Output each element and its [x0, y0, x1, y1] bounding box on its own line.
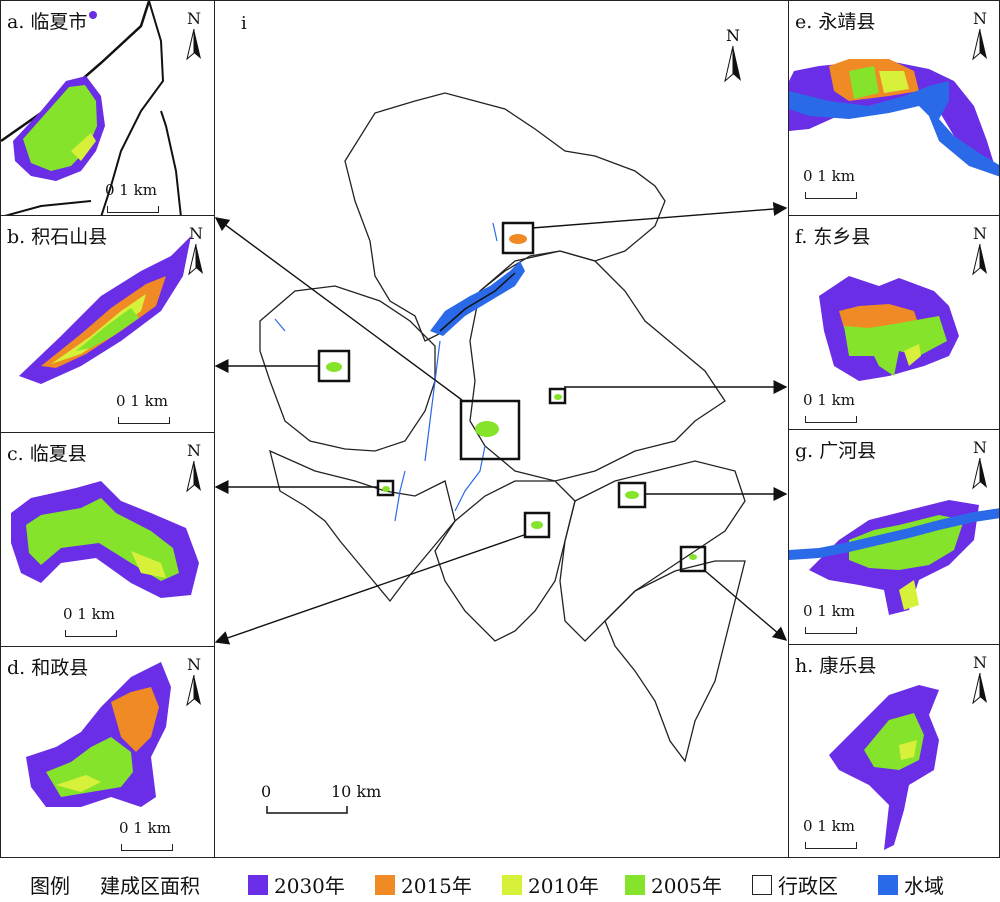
scale-bar: 0 1 km — [116, 392, 172, 426]
panel-e-map — [789, 59, 999, 177]
north-label: N — [973, 653, 987, 672]
scale-bar: 0 1 km — [105, 181, 161, 215]
scale-text: 0 1 km — [116, 392, 168, 410]
legend-swatch — [375, 874, 395, 895]
panel-h: h. 康乐县 N 0 1 km — [788, 644, 1000, 858]
legend-label: 行政区 — [778, 874, 838, 898]
water-body — [430, 261, 525, 336]
panel-a-map — [1, 1, 182, 215]
main-scale-zero: 0 — [261, 782, 272, 801]
legend-label: 2030年 — [274, 874, 345, 898]
rivers — [274, 222, 498, 522]
panel-i: N i 0 10 km — [214, 0, 789, 858]
panel-f-map — [819, 276, 959, 381]
legend-title: 图例 — [30, 874, 70, 898]
north-label: N — [973, 9, 987, 28]
north-label: N — [973, 224, 987, 243]
scale-text: 0 1 km — [803, 167, 855, 185]
panel-f-label: f. 东乡县 — [795, 226, 871, 248]
panel-g-map — [789, 500, 999, 615]
scale-bar: 0 1 km — [63, 605, 119, 639]
north-label: N — [187, 441, 201, 460]
panel-d-label: d. 和政县 — [7, 657, 89, 679]
scale-bar: 0 1 km — [803, 167, 859, 201]
north-arrow-icon — [733, 46, 741, 81]
legend-swatch — [878, 874, 898, 895]
scale-text: 0 1 km — [803, 391, 855, 409]
legend-label: 水域 — [904, 874, 944, 898]
legend-subtitle: 建成区面积 — [100, 874, 200, 898]
scale-bar: 0 1 km — [803, 602, 859, 636]
scale-text: 0 1 km — [803, 602, 855, 620]
scale-bar: 0 1 km — [803, 817, 859, 851]
builtup-patches — [326, 234, 697, 560]
scale-bar: 0 1 km — [119, 819, 175, 853]
legend-item-2015: 2015年 — [375, 870, 472, 899]
legend-label: 2010年 — [528, 874, 599, 898]
legend-swatch — [625, 874, 645, 895]
panel-d-map — [26, 662, 171, 807]
panel-b-label: b. 积石山县 — [7, 226, 108, 248]
panel-b: b. 积石山县 N 0 1 km — [0, 215, 215, 433]
legend-item-2010: 2010年 — [502, 870, 599, 899]
scale-bar: 0 1 km — [803, 391, 859, 425]
panel-b-map — [19, 236, 191, 384]
north-label: N — [189, 224, 203, 243]
main-map-label: i — [241, 13, 247, 34]
legend-item-admin: 行政区 — [752, 870, 838, 899]
legend: 图例 建成区面积 2030年 2015年 2010年 2005年 行政区 水域 — [0, 860, 1000, 902]
panel-c-label: c. 临夏县 — [7, 443, 87, 465]
panel-c-map — [11, 481, 199, 598]
panel-a-label: a. 临夏市 — [7, 11, 88, 33]
north-arrow-icon: N — [967, 224, 993, 278]
main-map: N — [259, 26, 746, 814]
locator-boxes — [317, 221, 707, 573]
north-label: N — [973, 438, 987, 457]
legend-item-water: 水域 — [878, 870, 944, 899]
main-scale-bar — [266, 806, 348, 814]
panel-e: e. 永靖县 N 0 1 km — [788, 0, 1000, 216]
north-arrow-icon: N — [181, 655, 207, 709]
scale-text: 0 1 km — [63, 605, 115, 623]
north-arrow-icon: N — [967, 9, 993, 63]
panel-h-label: h. 康乐县 — [795, 655, 877, 677]
legend-swatch — [248, 874, 268, 895]
panel-h-map — [829, 685, 939, 850]
main-north-label: N — [726, 26, 740, 45]
main-scale-ten: 10 km — [331, 782, 382, 801]
north-arrow-icon: N — [181, 441, 207, 495]
legend-swatch — [752, 874, 772, 895]
legend-label: 2015年 — [401, 874, 472, 898]
north-arrow-icon: N — [183, 224, 209, 278]
panel-c: c. 临夏县 N 0 1 km — [0, 432, 215, 647]
legend-label: 2005年 — [651, 874, 722, 898]
north-label: N — [187, 655, 201, 674]
north-arrow-icon: N — [181, 9, 207, 63]
scale-text: 0 1 km — [105, 181, 157, 199]
panel-g-label: g. 广河县 — [795, 440, 877, 462]
panel-a: a. 临夏市 N 0 1 km — [0, 0, 215, 216]
panel-e-label: e. 永靖县 — [795, 11, 876, 33]
north-arrow-icon: N — [967, 438, 993, 492]
scale-text: 0 1 km — [119, 819, 171, 837]
panel-f: f. 东乡县 N 0 1 km — [788, 215, 1000, 430]
scale-text: 0 1 km — [803, 817, 855, 835]
legend-item-2030: 2030年 — [248, 870, 345, 899]
admin-boundaries — [259, 92, 746, 763]
panel-d: d. 和政县 N 0 1 km — [0, 646, 215, 858]
north-label: N — [187, 9, 201, 28]
panel-g: g. 广河县 N 0 1 km — [788, 429, 1000, 645]
legend-item-2005: 2005年 — [625, 870, 722, 899]
legend-swatch — [502, 874, 522, 895]
north-arrow-icon: N — [967, 653, 993, 707]
